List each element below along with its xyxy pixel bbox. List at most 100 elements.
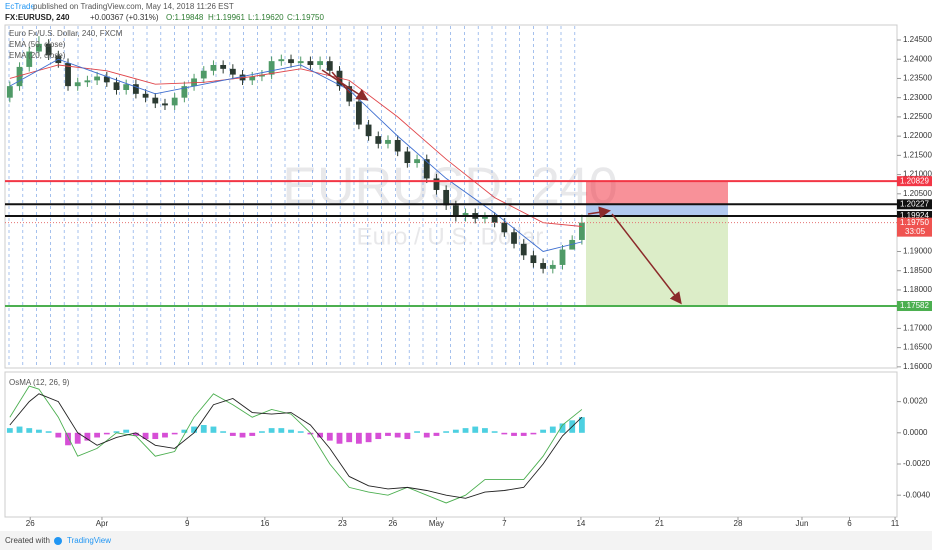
candle-body [171, 97, 178, 106]
last-price-label: 1.19750 [900, 218, 929, 227]
candle-body [385, 139, 391, 144]
created-with: Created with [5, 536, 50, 545]
y-tick-label: 1.18000 [903, 285, 932, 294]
candle-body [317, 61, 324, 65]
arrow [587, 206, 611, 219]
osma-bar [171, 432, 178, 435]
osma-bar [578, 417, 585, 433]
x-tick-label: 11 [891, 519, 900, 528]
legend-ema: EMA (20, close) [9, 51, 66, 60]
candle-body [162, 103, 168, 106]
watermark: EURUSD, 240 [282, 158, 617, 216]
osma-bar [181, 429, 188, 433]
x-tick-label: 9 [185, 519, 190, 528]
osma-bar [278, 428, 285, 433]
candle-body [26, 51, 33, 67]
y-tick-label: 1.22500 [903, 112, 932, 121]
symbol: FX:EURUSD, 240 [5, 13, 70, 22]
y-tick-label: 1.16000 [903, 362, 932, 371]
osma-bar [268, 428, 275, 433]
position-zone [586, 215, 728, 307]
x-tick-label: 28 [734, 519, 743, 528]
candle-body [559, 249, 566, 265]
level-tag [897, 301, 932, 312]
ema-line [9, 64, 582, 227]
osma-bar [297, 431, 304, 433]
candle-body [123, 84, 130, 90]
candle-body [94, 76, 101, 81]
osma-bar [123, 429, 130, 433]
osma-bar [162, 432, 168, 438]
candle-body [482, 216, 488, 219]
candle-body [326, 61, 333, 71]
candle-body [307, 61, 314, 65]
brand: TradingView [67, 536, 111, 545]
price-pane [4, 24, 898, 369]
osma-bar [210, 426, 217, 433]
candle-body [549, 264, 556, 269]
y-tick-label: 1.16500 [903, 343, 932, 352]
candle-body [45, 43, 52, 56]
candle-body [6, 86, 13, 98]
osma-bar [45, 431, 52, 433]
osma-bar [229, 432, 236, 436]
osma-bar [326, 432, 333, 441]
osma-line [9, 385, 583, 504]
candle-body [74, 82, 81, 87]
osma-bar [200, 425, 207, 433]
osma-bar [520, 432, 527, 436]
osma-bar [355, 432, 362, 444]
countdown: 33:05 [905, 227, 926, 236]
close: C:1.19750 [287, 13, 324, 22]
osma-bar [491, 431, 498, 433]
candle-body [511, 232, 517, 244]
level-label: 1.19924 [900, 211, 929, 220]
osma-bar [36, 429, 42, 433]
x-tick-label: May [429, 519, 444, 528]
ema-line [9, 58, 582, 252]
y-tick-label: 1.20500 [903, 189, 932, 198]
y-tick-label: -0.0020 [903, 459, 931, 468]
x-tick-label: 6 [847, 519, 852, 528]
candle-body [433, 178, 440, 190]
candle-body [249, 76, 256, 81]
osma-bar [65, 432, 71, 446]
osma-bar [6, 428, 13, 433]
published: published on TradingView.com, May 14, 20… [33, 2, 234, 11]
osma-bar [462, 428, 469, 433]
osma-bar [511, 432, 517, 436]
candle-body [36, 43, 42, 52]
level-label: 1.20829 [900, 176, 929, 185]
candle-body [297, 61, 304, 64]
osma-bar [394, 432, 401, 438]
y-tick-label: 1.23500 [903, 74, 932, 83]
osma-bar [423, 432, 430, 438]
high: H:1.19961 [208, 13, 245, 22]
osma-bar [375, 432, 382, 440]
low: L:1.19620 [248, 13, 284, 22]
candle-body [16, 66, 23, 87]
osma-bar [317, 432, 324, 438]
last-price-tag [897, 217, 932, 237]
osma-bar [482, 428, 488, 433]
candle-body [142, 93, 149, 98]
candle-body [84, 80, 91, 83]
candle-body [375, 136, 382, 144]
candle-body [520, 243, 527, 256]
x-tick-label: Jun [796, 519, 809, 528]
candle-body [530, 255, 537, 264]
osma-bar [94, 432, 101, 438]
osma-bar [472, 426, 479, 433]
candle-body [365, 124, 372, 137]
osma-bar [152, 432, 159, 440]
osma-bar [452, 429, 459, 433]
y-tick-label: 1.21000 [903, 170, 932, 179]
candle-body [278, 59, 285, 62]
osma-bar [433, 432, 440, 436]
candle-body [355, 101, 362, 125]
level-tag [897, 176, 932, 187]
osma-bar [346, 432, 353, 443]
candle-body [414, 159, 420, 164]
x-tick-label: 26 [388, 519, 397, 528]
